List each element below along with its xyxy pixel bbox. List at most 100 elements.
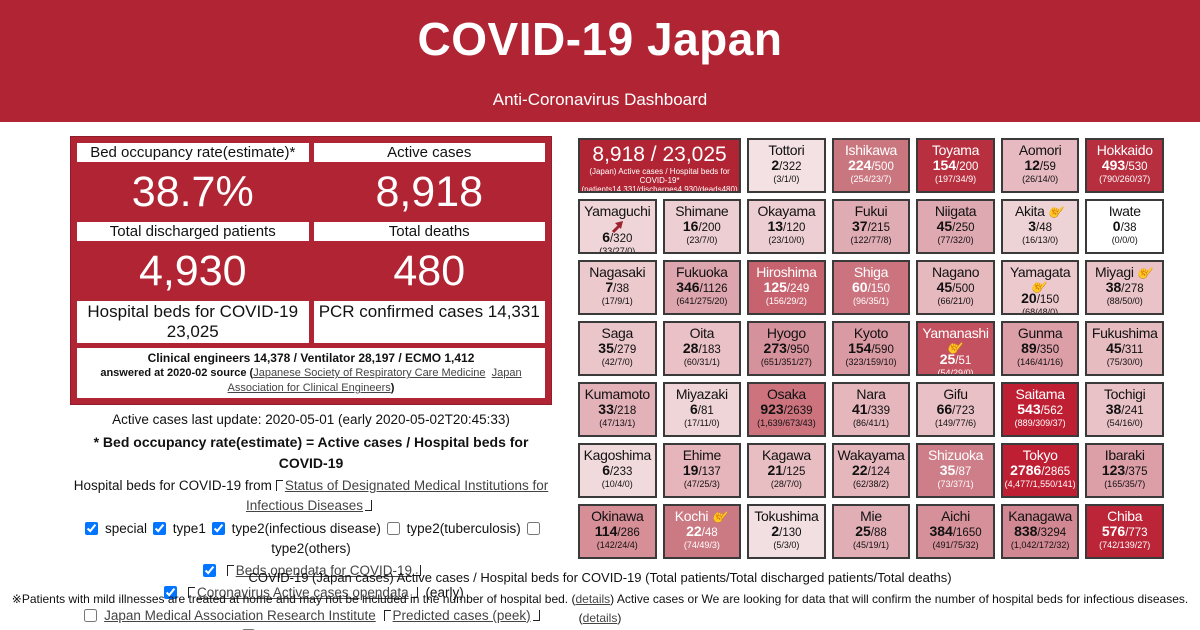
prefecture-tile[interactable]: Tokyo 2786/2865 (4,477/1,550/141) bbox=[1000, 443, 1080, 498]
checkbox-type2-others-[interactable] bbox=[526, 521, 540, 535]
prefecture-tile[interactable]: Niigata 45/250 (77/32/0) bbox=[916, 199, 995, 254]
prefecture-tile[interactable]: Miyazaki 6/81 (17/11/0) bbox=[662, 382, 742, 437]
prefecture-tile[interactable]: Tottori 2/322 (3/1/0) bbox=[747, 138, 826, 193]
prefecture-name: Yamagata bbox=[1009, 264, 1071, 280]
beds-count: /150 bbox=[867, 283, 890, 295]
beds-count: /590 bbox=[871, 344, 894, 356]
details-link-1[interactable]: details bbox=[575, 592, 611, 606]
prefecture-tile[interactable]: Shimane 16/200 (23/7/0) bbox=[662, 199, 742, 254]
prefecture-tile[interactable]: Mie 25/88 (45/19/1) bbox=[831, 504, 911, 559]
prefecture-tile[interactable]: Aichi 384/1650 (491/75/32) bbox=[916, 504, 995, 559]
prefecture-tile[interactable]: Osaka 923/2639 (1,639/673/43) bbox=[747, 382, 826, 437]
clinical-engineers-link[interactable]: Japan Association for Clinical Engineers bbox=[227, 367, 522, 395]
prefecture-tile[interactable]: Ishikawa 224/500 (254/23/7) bbox=[831, 138, 911, 193]
prefecture-tile[interactable]: Toyama 154/200 (197/34/9) bbox=[916, 138, 995, 193]
checkbox-type1[interactable] bbox=[153, 521, 167, 535]
beds-opendata-link[interactable]: Beds opendata for COVID-19 bbox=[235, 563, 413, 579]
prefecture-tile[interactable]: Nagasaki 7/38 (17/9/1) bbox=[578, 260, 657, 315]
pcr-confirmed-bar: PCR confirmed cases 14,331 bbox=[313, 301, 545, 343]
paren: ( bbox=[249, 367, 254, 380]
predicted-cases-link[interactable]: Predicted cases (peek) bbox=[392, 607, 531, 623]
prefecture-tile[interactable]: Kagawa 21/125 (28/7/0) bbox=[747, 443, 826, 498]
active-count: 22 bbox=[852, 462, 868, 478]
prefecture-tile[interactable]: Yamanashi ☝ 25/51 (54/29/0) bbox=[916, 321, 995, 376]
prefecture-tile[interactable]: Kagoshima 6/233 (10/4/0) bbox=[578, 443, 657, 498]
prefecture-detail: (146/41/16) bbox=[1017, 357, 1064, 367]
prefecture-tile[interactable]: Hiroshima 125/249 (156/29/2) bbox=[747, 260, 826, 315]
prefecture-name: Fukuoka bbox=[676, 264, 728, 280]
prefecture-name: Kagawa bbox=[762, 447, 811, 463]
prefecture-name: Nara bbox=[856, 386, 886, 402]
prefecture-counts: 33/218 bbox=[581, 402, 654, 418]
prefecture-tile[interactable]: Aomori 12/59 (26/14/0) bbox=[1000, 138, 1080, 193]
prefecture-tile[interactable]: Hokkaido 493/530 (790/260/37) bbox=[1085, 138, 1164, 193]
prefecture-tile[interactable]: Ibaraki 123/375 (165/35/7) bbox=[1085, 443, 1164, 498]
prefecture-tile[interactable]: Nagano 45/500 (66/21/0) bbox=[916, 260, 995, 315]
checkbox-active-opendata[interactable] bbox=[164, 586, 178, 600]
prefecture-tile[interactable]: Oita 28/183 (60/31/1) bbox=[662, 321, 742, 376]
prefecture-tile[interactable]: Fukui 37/215 (122/77/8) bbox=[831, 199, 911, 254]
beds-count: /88 bbox=[870, 527, 887, 539]
prefecture-name: Miyazaki bbox=[675, 386, 728, 402]
checkbox-type2-tuberculosis-[interactable] bbox=[386, 521, 400, 535]
prefecture-detail: (54/16/0) bbox=[1106, 418, 1143, 428]
prefecture-tile[interactable]: Gunma 89/350 (146/41/16) bbox=[1000, 321, 1080, 376]
prefecture-name: Hiroshima bbox=[756, 264, 817, 280]
prefecture-tile[interactable]: Tokushima 2/130 (5/3/0) bbox=[747, 504, 826, 559]
formula-line: * Bed occupancy rate(estimate) = Active … bbox=[93, 434, 529, 472]
active-count: 384 bbox=[929, 523, 953, 539]
prefecture-detail: (10/4/0) bbox=[601, 479, 633, 489]
active-opendata-link[interactable]: Coronavirus Active cases opendata bbox=[197, 585, 409, 601]
prefecture-tile[interactable]: Saga 35/279 (42/7/0) bbox=[578, 321, 657, 376]
respiratory-society-link[interactable]: Japanese Society of Respiratory Care Med… bbox=[253, 367, 486, 380]
prefecture-name: Kumamoto bbox=[584, 386, 651, 402]
prefecture-tile[interactable]: Okayama 13/120 (23/10/0) bbox=[747, 199, 826, 254]
checkbox-type2-infectious-disease-[interactable] bbox=[211, 521, 225, 535]
prefecture-tile[interactable]: Hyogo 273/950 (651/351/27) bbox=[747, 321, 826, 376]
prefecture-counts: 576/773 bbox=[1088, 524, 1161, 540]
designated-institutions-link[interactable]: Status of Designated Medical Institution… bbox=[245, 478, 549, 514]
active-count: 543 bbox=[1017, 401, 1041, 417]
beds-count: /51 bbox=[955, 355, 972, 367]
prefecture-tile[interactable]: Kumamoto 33/218 (47/13/1) bbox=[578, 382, 657, 437]
active-count: 37 bbox=[852, 218, 868, 234]
stat-value-bed-occupancy: 38.7% bbox=[131, 168, 254, 216]
prefecture-tile[interactable]: Shizuoka 35/87 (73/37/1) bbox=[916, 443, 995, 498]
prefecture-tile[interactable]: Yamaguchi 6/320 (33/27/0) bbox=[578, 199, 657, 254]
prefecture-tile[interactable]: Kanagawa 838/3294 (1,042/172/32) bbox=[1000, 504, 1080, 559]
prefecture-tile[interactable]: Nara 41/339 (86/41/1) bbox=[831, 382, 911, 437]
details-link-2[interactable]: details bbox=[582, 610, 618, 625]
prefecture-tile[interactable]: Saitama 543/562 (889/309/37) bbox=[1000, 382, 1080, 437]
stats-panel: Bed occupancy rate(estimate)* Active cas… bbox=[70, 136, 552, 630]
japan-summary-tile[interactable]: 8,918 / 23,025 (Japan) Active cases / Hos… bbox=[578, 138, 742, 193]
prefecture-tile[interactable]: Fukuoka 346/1126 (641/275/20) bbox=[662, 260, 742, 315]
active-count: 33 bbox=[598, 401, 614, 417]
jmari-link[interactable]: Japan Medical Association Research Insti… bbox=[104, 607, 376, 623]
prefecture-tile[interactable]: Iwate 0/38 (0/0/0) bbox=[1085, 199, 1164, 254]
checkbox-special[interactable] bbox=[85, 521, 99, 535]
prefecture-tile[interactable]: Miyagi ☝ 38/278 (88/50/0) bbox=[1085, 260, 1164, 315]
prefecture-detail: (197/34/9) bbox=[935, 174, 977, 184]
prefecture-tile[interactable]: Wakayama 22/124 (62/38/2) bbox=[831, 443, 911, 498]
beds-count: /48 bbox=[701, 527, 718, 539]
checkbox-beds-opendata[interactable] bbox=[202, 564, 216, 578]
prefecture-tile[interactable]: Yamagata ☝ 20/150 (68/48/0) bbox=[1000, 260, 1080, 315]
prefecture-detail: (5/3/0) bbox=[773, 540, 800, 550]
prefecture-tile[interactable]: Fukushima 45/311 (75/30/0) bbox=[1085, 321, 1164, 376]
active-count: 21 bbox=[767, 462, 784, 478]
active-count: 19 bbox=[682, 462, 699, 478]
checkbox-critically[interactable] bbox=[241, 628, 255, 630]
prefecture-tile[interactable]: Okinawa 114/286 (142/24/4) bbox=[578, 504, 657, 559]
prefecture-tile[interactable]: Kochi ☝ 22/48 (74/49/3) bbox=[662, 504, 742, 559]
prefecture-tile[interactable]: Ehime 19/137 (47/25/3) bbox=[662, 443, 742, 498]
prefecture-counts: 3/48 bbox=[1004, 219, 1077, 235]
prefecture-tile[interactable]: Chiba 576/773 (742/139/27) bbox=[1085, 504, 1164, 559]
prefecture-tile[interactable]: Shiga 60/150 (96/35/1) bbox=[831, 260, 911, 315]
prefecture-tile[interactable]: Kyoto 154/590 (323/159/10) bbox=[831, 321, 911, 376]
prefecture-counts: 543/562 bbox=[1004, 402, 1077, 418]
footer-details-line: ※Patients with mild illnesses are treate… bbox=[0, 590, 1200, 627]
prefecture-tile[interactable]: Tochigi 38/241 (54/16/0) bbox=[1085, 382, 1164, 437]
checkbox-predicted[interactable] bbox=[84, 608, 98, 622]
prefecture-tile[interactable]: Gifu 66/723 (149/77/6) bbox=[916, 382, 995, 437]
prefecture-tile[interactable]: Akita ☝ 3/48 (16/13/0) bbox=[1000, 199, 1080, 254]
